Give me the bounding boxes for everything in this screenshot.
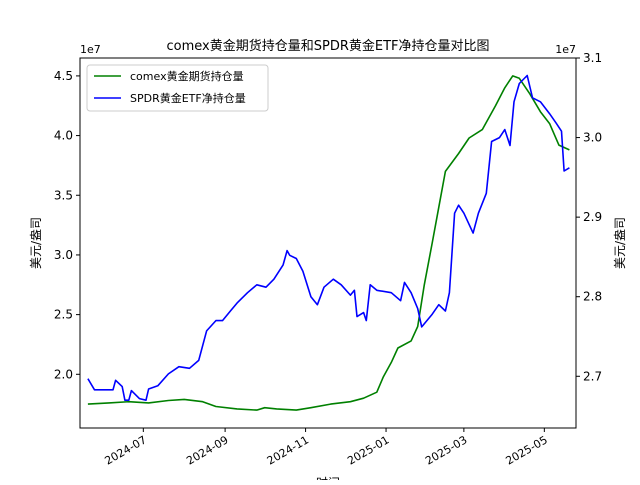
series-line-comex bbox=[87, 75, 570, 411]
left-axis-label: 美元/盎司 bbox=[29, 217, 43, 269]
right-tick-label: 2.9 bbox=[583, 210, 602, 224]
legend-label-comex: comex黄金期货持仓量 bbox=[130, 69, 244, 83]
right-axis: 2.7 2.8 2.9 3.0 3.1 bbox=[576, 51, 602, 383]
left-axis: 2.0 2.5 3.0 3.5 4.0 4.5 bbox=[54, 69, 80, 381]
plot-frame bbox=[79, 57, 577, 429]
legend: comex黄金期货持仓量 SPDR黄金ETF净持仓量 bbox=[86, 64, 269, 112]
right-tick-label: 2.8 bbox=[583, 290, 602, 304]
x-axis-label: 时间 bbox=[316, 476, 340, 480]
left-tick-label: 2.0 bbox=[54, 367, 73, 381]
right-tick-label: 2.7 bbox=[583, 369, 602, 383]
left-axis-offset: 1e7 bbox=[80, 43, 101, 56]
right-axis-offset: 1e7 bbox=[555, 43, 576, 56]
left-tick-label: 4.0 bbox=[54, 129, 73, 143]
right-axis-label: 美元/盎司 bbox=[613, 217, 627, 269]
right-tick-label: 3.0 bbox=[583, 131, 602, 145]
legend-box bbox=[86, 64, 269, 112]
chart-title: comex黄金期货持仓量和SPDR黄金ETF净持仓量对比图 bbox=[167, 38, 490, 54]
legend-label-spdr: SPDR黄金ETF净持仓量 bbox=[130, 91, 246, 105]
left-tick-label: 4.5 bbox=[54, 69, 73, 83]
right-tick-label: 3.1 bbox=[583, 51, 602, 65]
series-layer bbox=[87, 74, 570, 411]
left-tick-label: 3.0 bbox=[54, 248, 73, 262]
left-tick-label: 2.5 bbox=[54, 308, 73, 322]
left-tick-label: 3.5 bbox=[54, 188, 73, 202]
series-line-spdr bbox=[87, 74, 570, 401]
